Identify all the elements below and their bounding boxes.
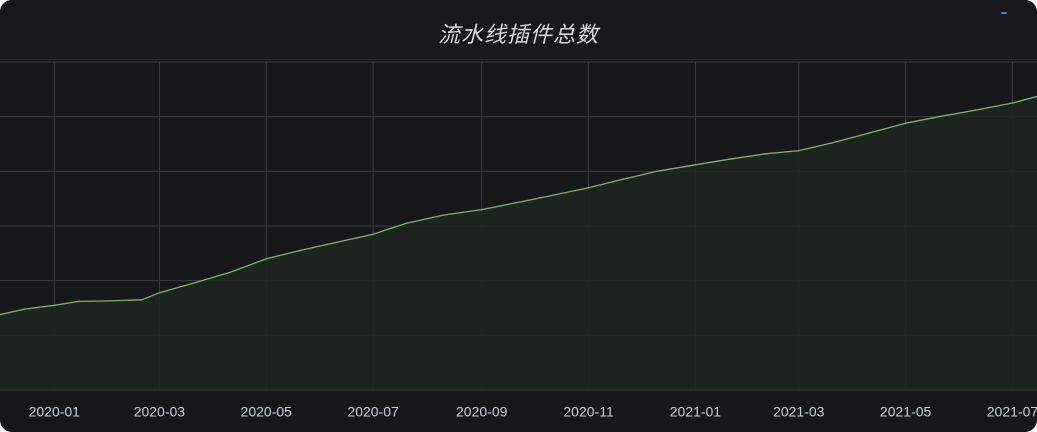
series-point: [335, 241, 338, 244]
series-point: [53, 304, 56, 307]
panel-header[interactable]: 流水线插件总数: [0, 0, 1037, 60]
panel-title[interactable]: 流水线插件总数: [437, 23, 599, 48]
series-point: [514, 202, 516, 204]
series-point: [191, 282, 194, 285]
series-point: [265, 258, 268, 260]
series-point: [798, 149, 800, 152]
series-point: [974, 109, 977, 111]
series-point: [0, 313, 1, 316]
series-point: [727, 158, 730, 161]
x-tick-label: 2021-05: [880, 404, 932, 420]
series-point: [587, 186, 590, 189]
series-point: [298, 249, 301, 252]
x-tick-label: 2020-07: [347, 404, 399, 420]
series-point: [868, 132, 870, 134]
series-point: [694, 164, 697, 166]
series-point: [442, 214, 445, 216]
series-point: [549, 195, 551, 197]
x-tick-label: 2021-07: [987, 404, 1037, 420]
series-area-fill: [0, 96, 1037, 391]
x-tick-label: 2020-01: [29, 404, 81, 420]
x-tick-label: 2020-11: [563, 404, 614, 420]
series-point: [904, 122, 907, 124]
series-point: [480, 208, 483, 211]
x-tick-label: 2020-05: [241, 404, 293, 420]
series-point: [938, 115, 940, 118]
series-point: [1011, 102, 1014, 104]
series-line: [0, 95, 1037, 316]
series-point: [831, 142, 833, 144]
panel-corner-indicator: [1001, 12, 1007, 14]
x-tick-label: 2021-01: [670, 404, 722, 420]
series-point: [405, 222, 408, 225]
x-tick-label: 2020-03: [134, 404, 186, 420]
series-point: [141, 299, 143, 301]
series-point: [372, 233, 374, 235]
x-tick-label: 2020-09: [456, 404, 508, 420]
series-point: [228, 271, 231, 274]
series-point: [158, 291, 161, 294]
series-point: [23, 308, 26, 310]
series-point: [621, 178, 623, 181]
series-point: [656, 170, 658, 173]
x-tick-label: 2021-03: [773, 404, 825, 420]
series-point: [764, 153, 767, 155]
series-point: [107, 300, 110, 302]
series-point: [78, 300, 80, 303]
